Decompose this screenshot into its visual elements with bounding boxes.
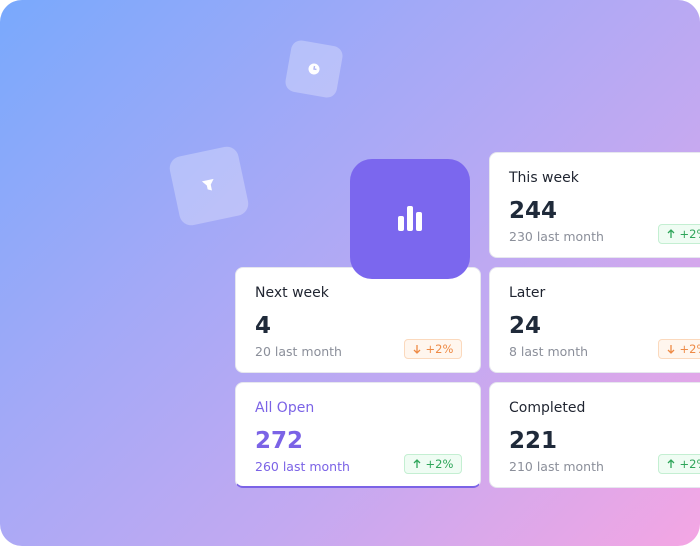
card-label: Later <box>509 285 546 301</box>
chart-icon-box <box>350 159 470 279</box>
change-badge: +2% <box>658 224 700 244</box>
card-value: 221 <box>509 428 558 454</box>
stat-card: Later 24 8 last month +2% <box>489 267 700 373</box>
filter-icon <box>201 178 214 191</box>
card-previous: 260 last month <box>255 459 350 474</box>
stat-card: All Open 272 260 last month +2% <box>235 382 481 488</box>
card-label: This week <box>509 170 579 186</box>
change-text: +2% <box>425 457 454 471</box>
filter-tile <box>167 144 251 228</box>
change-badge: +2% <box>658 454 700 474</box>
change-badge: +2% <box>404 454 462 474</box>
stat-card: Completed 221 210 last month +2% <box>489 382 700 488</box>
card-label: All Open <box>255 400 315 416</box>
card-value: 24 <box>509 313 542 339</box>
card-value: 4 <box>255 313 272 339</box>
clock-tile <box>283 38 345 100</box>
trend-arrow <box>413 345 421 354</box>
change-badge: +2% <box>658 339 700 359</box>
card-label: Completed <box>509 400 586 416</box>
card-previous: 20 last month <box>255 344 342 359</box>
card-previous: 210 last month <box>509 459 604 474</box>
stat-card: This week 244 230 last month +2% <box>489 152 700 258</box>
card-previous: 8 last month <box>509 344 589 359</box>
trend-arrow <box>413 459 421 468</box>
change-text: +2% <box>679 227 700 241</box>
trend-arrow <box>667 345 675 354</box>
change-text: +2% <box>425 342 454 356</box>
card-value: 272 <box>255 428 304 454</box>
bar-chart-icon <box>398 206 422 231</box>
card-previous: 230 last month <box>509 229 604 244</box>
trend-arrow <box>667 459 675 468</box>
card-label: Next week <box>255 285 329 301</box>
change-text: +2% <box>679 457 700 471</box>
change-text: +2% <box>679 342 700 356</box>
trend-arrow <box>667 229 675 238</box>
change-badge: +2% <box>404 339 462 359</box>
stat-card: Next week 4 20 last month +2% <box>235 267 481 373</box>
clock-icon <box>308 63 320 75</box>
card-value: 244 <box>509 198 558 224</box>
